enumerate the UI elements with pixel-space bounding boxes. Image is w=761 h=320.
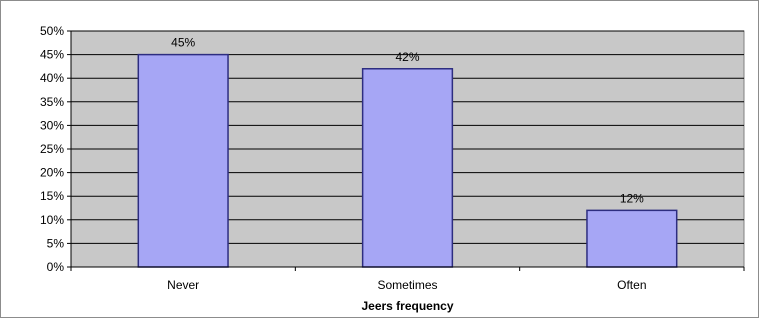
y-tick-label: 30% xyxy=(40,118,64,132)
y-tick-label: 0% xyxy=(47,260,65,274)
x-category-label: Never xyxy=(167,278,199,292)
x-category-label: Sometimes xyxy=(377,278,437,292)
data-labels: 45% 42% 12% xyxy=(171,36,644,206)
y-tick-label: 40% xyxy=(40,71,64,85)
data-label: 45% xyxy=(171,36,195,50)
y-tick-label: 25% xyxy=(40,142,64,156)
y-tick-label: 35% xyxy=(40,95,64,109)
y-tick-label: 10% xyxy=(40,213,64,227)
data-label: 42% xyxy=(395,50,419,64)
y-tick-label: 5% xyxy=(47,236,65,250)
y-axis-tick-labels: 0% 5% 10% 15% 20% 25% 30% 35% 40% 45% 50% xyxy=(40,24,71,274)
y-tick-label: 15% xyxy=(40,189,64,203)
x-axis-title: Jeers frequency xyxy=(361,299,453,313)
x-axis-category-labels: Never Sometimes Often xyxy=(70,267,745,292)
y-tick-label: 45% xyxy=(40,48,64,62)
data-label: 12% xyxy=(620,191,644,205)
bar-never xyxy=(137,53,229,268)
bars xyxy=(137,53,678,268)
bar-sometimes xyxy=(361,68,454,268)
y-tick-label: 50% xyxy=(40,24,64,38)
y-tick-label: 20% xyxy=(40,166,64,180)
x-category-label: Often xyxy=(617,278,646,292)
bar-often xyxy=(586,209,678,268)
